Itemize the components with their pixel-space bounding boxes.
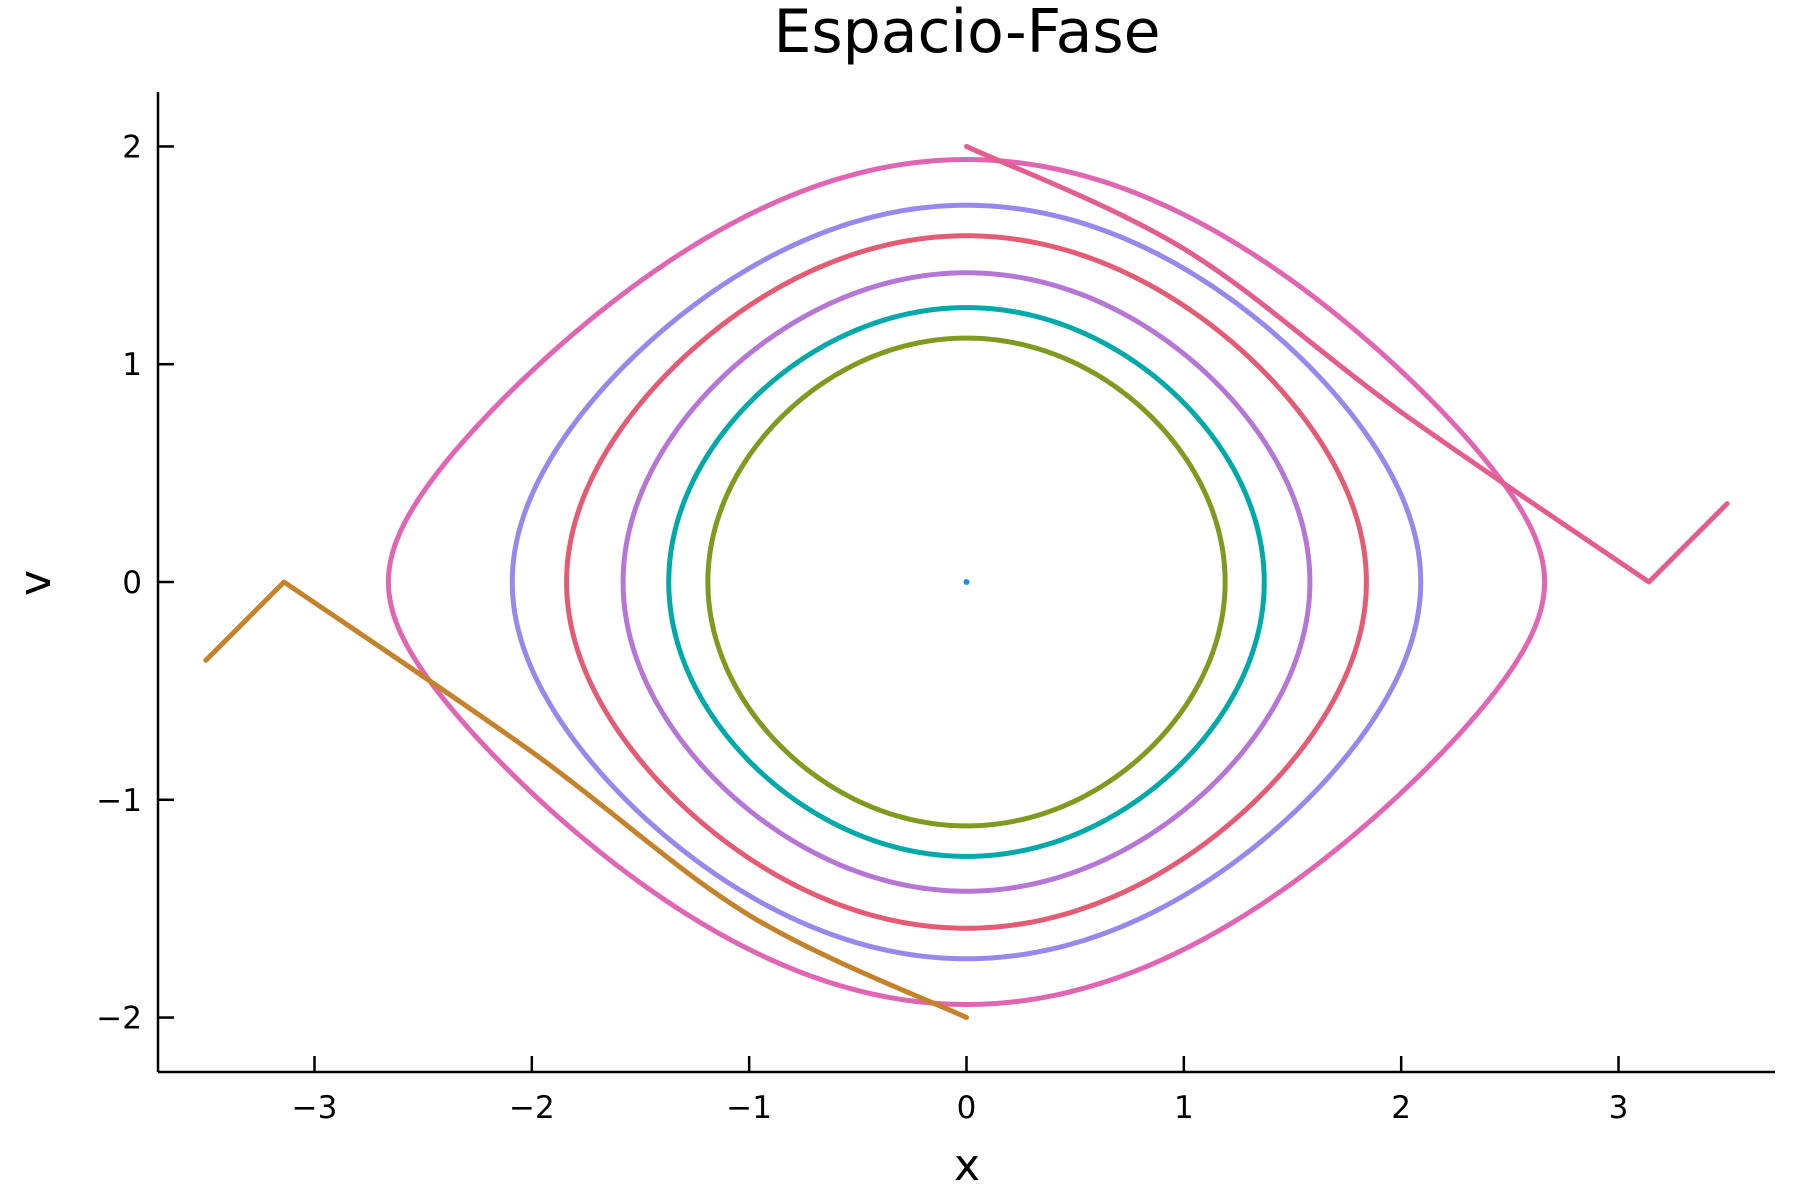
y-axis-label: v [10, 570, 61, 596]
y-tick-label: 0 [122, 565, 142, 601]
x-tick-label: −3 [292, 1090, 338, 1126]
open-trajectory-line [203, 579, 969, 1021]
x-tick-label: −1 [726, 1090, 772, 1126]
axis-ticks: −3 −2 −1 0 1 2 3 −2 −1 0 1 2 [96, 129, 1628, 1126]
y-tick-label: 2 [122, 129, 142, 165]
orbit-line [620, 270, 1313, 894]
x-tick-label: 0 [957, 1090, 977, 1126]
orbit-line [509, 202, 1424, 962]
x-tick-label: 2 [1391, 1090, 1411, 1126]
x-axis-label: x [954, 1140, 980, 1191]
orbit-line [564, 233, 1369, 931]
x-tick-label: −2 [509, 1090, 555, 1126]
orbit-line [666, 305, 1267, 859]
x-tick-label: 1 [1174, 1090, 1194, 1126]
orbit-line [705, 335, 1228, 829]
open-trajectory-line [964, 143, 1730, 585]
y-tick-label: 1 [122, 347, 142, 383]
x-tick-label: 3 [1609, 1090, 1629, 1126]
equilibrium-point [963, 579, 970, 585]
y-tick-label: −2 [96, 1001, 142, 1037]
y-tick-label: −1 [96, 783, 142, 819]
orbit-line [385, 157, 1548, 1007]
chart-title: Espacio-Fase [773, 0, 1160, 67]
plot-area [203, 143, 1730, 1021]
